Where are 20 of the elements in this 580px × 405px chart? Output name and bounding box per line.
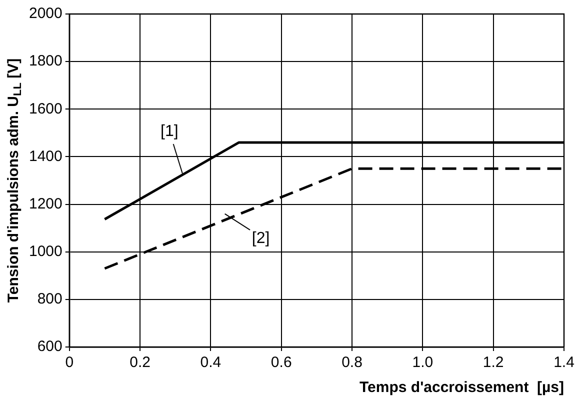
annotation: [1] bbox=[160, 122, 178, 140]
x-tick-label: 0.2 bbox=[130, 354, 150, 372]
x-tick-label: 0.8 bbox=[342, 354, 362, 372]
y-axis-title: Tension d'impulsions adm. ULL [V] bbox=[5, 58, 24, 303]
x-tick-label: 0 bbox=[65, 354, 74, 372]
y-tick-label: 1600 bbox=[28, 100, 62, 118]
x-tick-label: 1.4 bbox=[554, 354, 574, 372]
x-tick-label: 1.0 bbox=[412, 354, 434, 372]
x-tick-label: 0.6 bbox=[270, 354, 292, 372]
y-tick-label: 1400 bbox=[28, 148, 62, 165]
annotation: [2] bbox=[252, 230, 270, 248]
x-axis-title: Temps d'accroissement [µs] bbox=[360, 379, 564, 396]
y-tick-label: 1000 bbox=[28, 243, 62, 260]
y-tick-label: 2000 bbox=[28, 5, 62, 22]
y-tick-label: 1200 bbox=[28, 195, 62, 212]
x-tick-label: 1.2 bbox=[482, 354, 504, 372]
y-tick-label: 600 bbox=[37, 338, 62, 356]
y-tick-label: 800 bbox=[37, 290, 62, 308]
y-tick-label: 1800 bbox=[28, 52, 62, 70]
x-tick-label: 0.4 bbox=[200, 354, 222, 372]
